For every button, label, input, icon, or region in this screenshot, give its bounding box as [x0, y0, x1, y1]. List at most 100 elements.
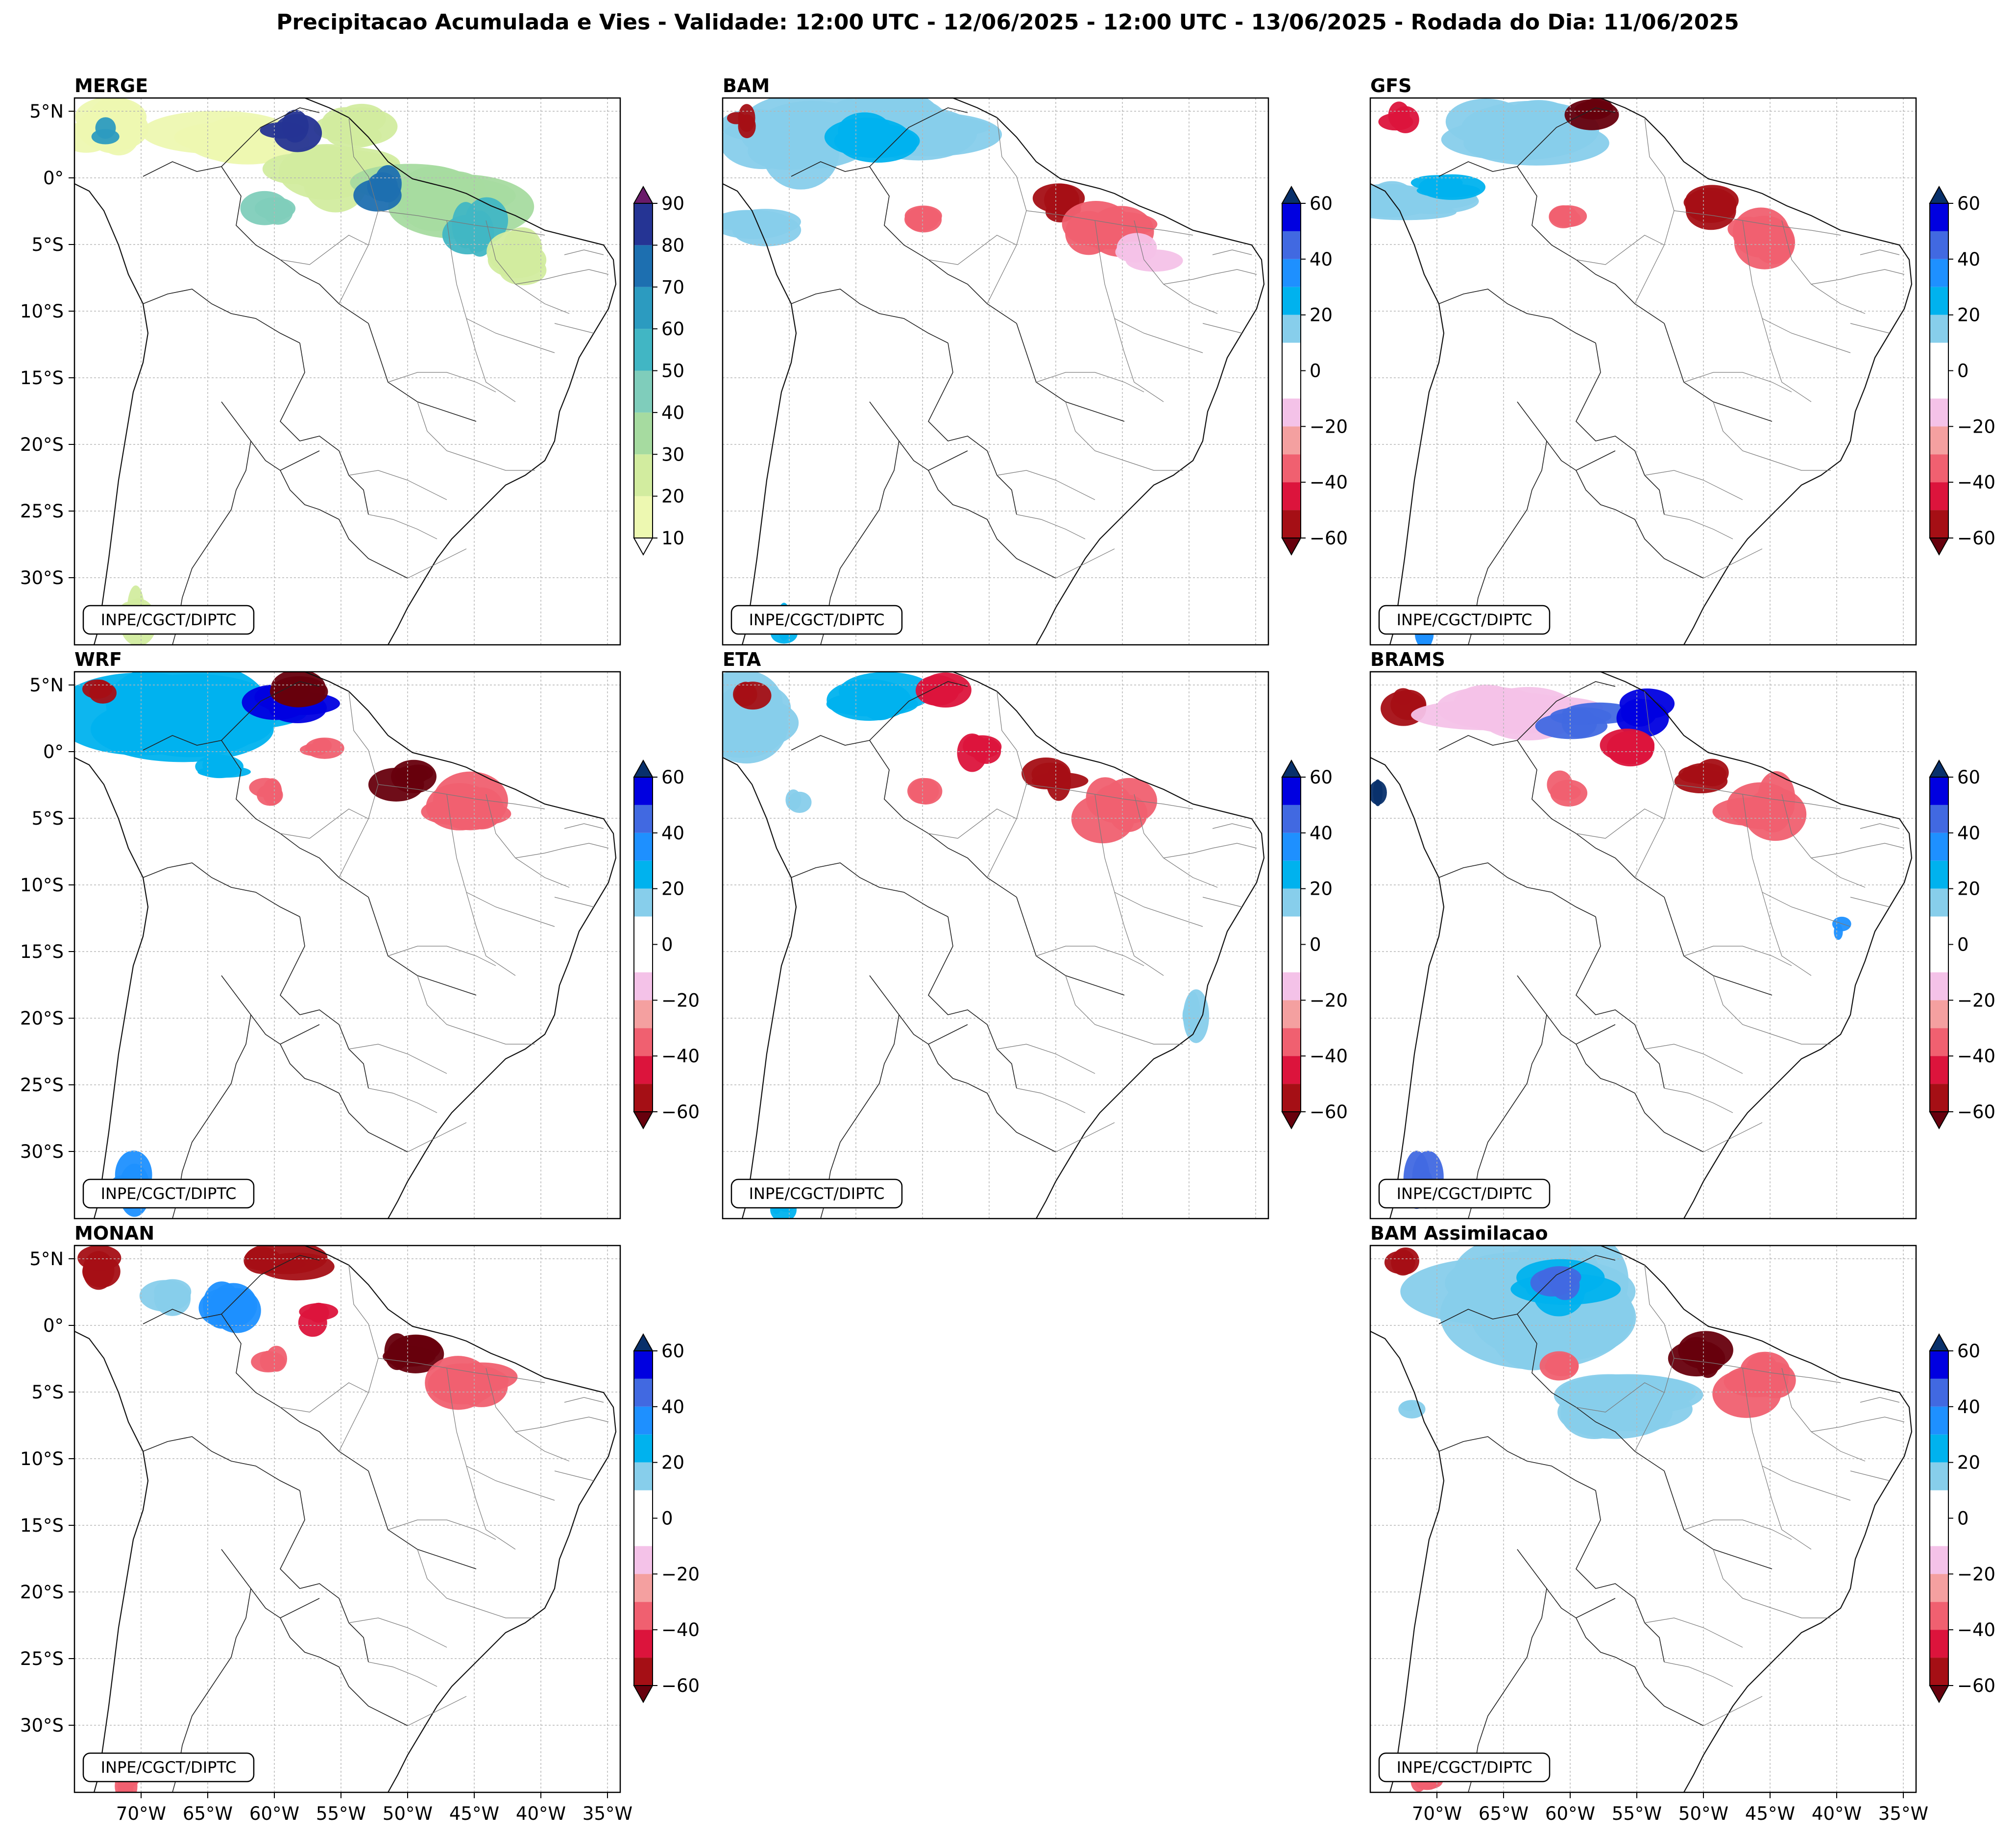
colorbar-tick-label: 60: [661, 1341, 684, 1362]
colorbar-tick-label: 20: [661, 879, 684, 900]
credit-label: INPE/CGCT/DIPTC: [749, 1184, 885, 1203]
colorbar-tick-label: −60: [661, 1101, 700, 1123]
colorbar-tick-label: 40: [661, 402, 684, 423]
colorbar-tick-label: −40: [661, 1046, 700, 1067]
field-contour: [174, 122, 277, 153]
longitude-tick-label: 55°W: [1612, 1803, 1662, 1824]
colorbar-tick-label: −20: [661, 990, 700, 1011]
latitude-tick-label: 30°S: [20, 1715, 64, 1736]
field-contour: [1400, 1400, 1417, 1411]
panel-frame: [1369, 97, 1917, 646]
colorbar-merge: 10 20 30 40 50 60 70 80 90: [633, 185, 684, 556]
latitude-tick-label: 5°S: [31, 234, 64, 255]
latitude-tick-label: 30°S: [20, 1141, 64, 1162]
colorbar-tick-label: 60: [1310, 193, 1333, 214]
credit-label: INPE/CGCT/DIPTC: [101, 1758, 237, 1777]
colorbar-tick-label: 60: [661, 767, 684, 788]
colorbar-gfs: 60 40 20 0 −20 −40 −60: [1929, 185, 1995, 556]
field-contour: [325, 107, 398, 146]
field-layer: [723, 98, 1183, 644]
colorbar-tick-label: 20: [1310, 305, 1333, 326]
field-contour: [1600, 729, 1655, 762]
colorbar-tick-label: −60: [1957, 528, 1995, 549]
latitude-tick-label: 25°S: [20, 1075, 64, 1096]
colorbar-tick-label: −40: [1310, 1046, 1348, 1067]
field-contour: [433, 771, 509, 831]
colorbar-tick-label: 0: [661, 1508, 673, 1529]
colorbar-tick-label: 0: [1310, 934, 1321, 955]
colorbar-tick-label: 60: [1957, 193, 1980, 214]
field-contour: [1416, 183, 1481, 197]
longitude-tick-label: 35°W: [1878, 1803, 1928, 1824]
latitude-tick-label: 0°: [43, 168, 64, 189]
field-contour: [282, 109, 309, 143]
colorbar-tick-label: −20: [1957, 1564, 1995, 1585]
field-contour: [1391, 106, 1419, 133]
longitude-tick-label: 40°W: [1812, 1803, 1862, 1824]
field-contour: [89, 682, 117, 704]
field-layer: [723, 672, 1210, 1219]
colorbar-wrf: 60 40 20 0 −20 −40 −60: [633, 759, 700, 1130]
field-contour: [1370, 781, 1387, 805]
panel-title: WRF: [74, 649, 122, 670]
field-contour: [374, 165, 402, 203]
colorbar-bam: 60 40 20 0 −20 −40 −60: [1281, 185, 1348, 556]
colorbar-tick-label: 20: [1957, 305, 1980, 326]
latitude-tick-label: 5°N: [29, 101, 64, 122]
longitude-tick-label: 65°W: [1479, 1803, 1529, 1824]
field-contour: [1735, 216, 1791, 249]
longitude-tick-label: 70°W: [1412, 1803, 1462, 1824]
field-contour: [1549, 205, 1578, 228]
longitude-tick-label: 60°W: [1545, 1803, 1595, 1824]
field-contour: [403, 764, 434, 782]
colorbar-tick-label: 0: [1957, 361, 1969, 382]
panel-title: MONAN: [74, 1223, 154, 1244]
field-contour: [723, 210, 782, 231]
colorbar-tick-label: −40: [1957, 1619, 1995, 1640]
colorbar-tick-label: 80: [661, 235, 684, 256]
panel-monan: MONAN INPE/CGCT/DIPTC 5°N 0° 5°S 10°S 15°S 20°S…: [20, 1223, 700, 1824]
colorbar-brams: 60 40 20 0 −20 −40 −60: [1929, 759, 1995, 1130]
panel-frame: [73, 1245, 621, 1793]
field-contour: [1530, 1269, 1575, 1297]
longitude-tick-label: 55°W: [316, 1803, 366, 1824]
field-contour: [1093, 784, 1132, 823]
field-contour: [154, 1281, 191, 1316]
field-contour: [1550, 780, 1588, 807]
latitude-tick-label: 0°: [43, 1315, 64, 1336]
longitude-tick-label: 45°W: [1745, 1803, 1795, 1824]
colorbar-tick-label: 70: [661, 277, 684, 298]
field-contour: [82, 1255, 121, 1288]
colorbar-monan: 60 40 20 0 −20 −40 −60: [633, 1333, 700, 1704]
field-contour: [1044, 183, 1079, 217]
field-contour: [257, 784, 283, 806]
field-contour: [1574, 101, 1612, 120]
longitude-tick-label: 70°W: [116, 1803, 166, 1824]
field-contour: [195, 755, 243, 779]
longitude-tick-label: 50°W: [383, 1803, 433, 1824]
colorbar-tick-label: 60: [661, 318, 684, 340]
latitude-tick-label: 25°S: [20, 501, 64, 522]
colorbar-tick-label: 40: [1310, 823, 1333, 844]
colorbar-tick-label: −60: [1957, 1101, 1995, 1123]
field-layer: [1384, 1246, 1796, 1792]
colorbar-tick-label: 60: [1957, 767, 1980, 788]
colorbar-tick-label: −20: [1310, 990, 1348, 1011]
colorbar-tick-label: −40: [1957, 472, 1995, 493]
colorbar-tick-label: −60: [1957, 1675, 1995, 1696]
field-contour: [1115, 241, 1156, 263]
panel-bam-assimilacao: BAM Assimilacao INPE/CGCT/DIPTC 70°W 65°W 60…: [1369, 1223, 1995, 1824]
field-contour: [95, 117, 116, 139]
panel-frame: [1369, 671, 1917, 1220]
latitude-tick-label: 30°S: [20, 567, 64, 588]
field-contour: [391, 1334, 441, 1363]
field-contour: [723, 693, 789, 758]
colorbar-tick-label: 20: [661, 1452, 684, 1473]
colorbar-tick-label: −20: [1310, 416, 1348, 437]
panel-title: BRAMS: [1370, 649, 1445, 670]
colorbar-tick-label: 30: [661, 444, 684, 465]
colorbar-tick-label: 20: [1957, 1452, 1980, 1473]
colorbar-tick-label: −20: [1957, 990, 1995, 1011]
field-contour: [502, 227, 542, 270]
